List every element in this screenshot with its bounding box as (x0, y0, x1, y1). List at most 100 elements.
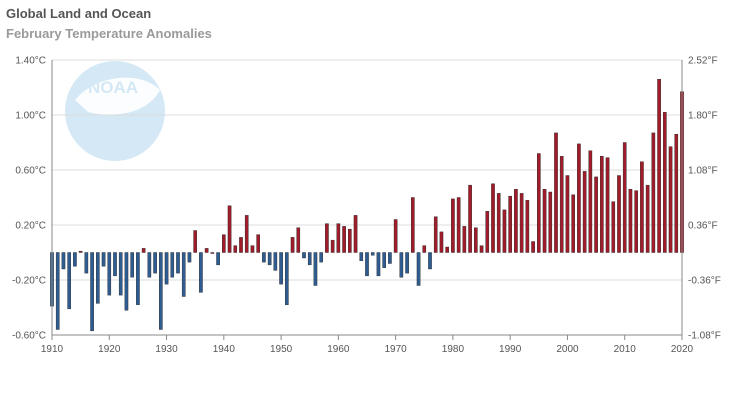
bar (428, 252, 432, 270)
bar (61, 252, 66, 270)
y-tick-label-right: 1.80°F (688, 111, 718, 122)
bar (496, 193, 501, 253)
bar (216, 252, 220, 266)
x-tick-label: 1960 (327, 344, 350, 355)
bar (113, 252, 117, 277)
bar (90, 252, 94, 332)
bar (330, 239, 335, 253)
bar (485, 211, 490, 253)
bar (548, 191, 553, 253)
bar (531, 241, 535, 253)
bar (107, 252, 112, 296)
bar (267, 252, 272, 266)
y-tick-label-left: -0.60°C (12, 331, 46, 342)
bar (336, 223, 341, 253)
bar (348, 228, 352, 253)
axes: -0.60°C -1.08°F -0.20°C -0.36°F 0.20°C 0.36°F… (12, 56, 721, 356)
bar (479, 245, 484, 253)
x-tick-label: 1970 (385, 344, 408, 355)
noaa-logo-text: NOAA (88, 78, 138, 97)
bar (663, 112, 667, 253)
bar (416, 252, 421, 286)
bar (617, 175, 621, 253)
bar (313, 252, 318, 286)
bar (136, 252, 140, 305)
bar (554, 132, 558, 253)
bar (456, 197, 461, 253)
bar (124, 252, 129, 311)
x-tick-label: 2020 (671, 344, 694, 355)
bar (405, 252, 409, 274)
bar (451, 198, 455, 253)
bar (147, 252, 152, 278)
noaa-logo-bird-shape (75, 77, 160, 115)
bar (445, 246, 449, 253)
bar (433, 216, 438, 253)
y-tick-label-left: 0.20°C (15, 221, 46, 232)
bar (101, 252, 106, 267)
bar (571, 194, 575, 253)
bar (376, 252, 381, 277)
bar (542, 189, 547, 253)
bar (594, 176, 598, 253)
y-tick-label-right: 1.08°F (688, 166, 718, 177)
bar (199, 252, 203, 293)
bar (181, 252, 186, 297)
bar (605, 157, 610, 253)
bar (519, 193, 524, 253)
bar (525, 200, 530, 253)
bar (307, 252, 312, 266)
bar (622, 142, 627, 253)
bar (411, 197, 415, 253)
bar (164, 252, 169, 285)
bar (55, 252, 60, 330)
bar (370, 252, 375, 256)
bar (130, 252, 134, 278)
bar (668, 146, 673, 253)
bar (325, 223, 329, 253)
bar (502, 209, 507, 253)
bar (645, 184, 650, 253)
bar (600, 156, 604, 253)
bar (285, 252, 289, 305)
x-tick-label: 1990 (499, 344, 522, 355)
bar (250, 245, 255, 253)
bar (279, 252, 283, 285)
bar (187, 252, 192, 263)
bar (73, 252, 77, 267)
x-tick-label: 1980 (442, 344, 465, 355)
bar (96, 252, 100, 304)
x-tick-label: 1910 (41, 344, 64, 355)
bar (365, 252, 369, 277)
bar (468, 184, 472, 253)
y-tick-label-right: -0.36°F (688, 276, 721, 287)
bar (582, 171, 587, 253)
bar (256, 234, 260, 253)
bar (159, 252, 163, 330)
x-tick-label: 2000 (556, 344, 579, 355)
bar (514, 189, 518, 253)
bar (239, 237, 243, 253)
bar (262, 252, 266, 263)
bar (176, 252, 180, 274)
bar (382, 252, 386, 268)
bar (674, 134, 679, 253)
bar (565, 175, 570, 253)
bar (84, 252, 89, 274)
bar (141, 248, 146, 253)
bar (319, 252, 323, 263)
bar (393, 219, 398, 253)
bar (78, 250, 83, 253)
bar (210, 252, 215, 254)
bar (559, 156, 564, 253)
bar (227, 205, 232, 253)
bar (491, 183, 495, 253)
x-tick-label: 1940 (213, 344, 236, 355)
chart-subtitle: February Temperature Anomalies (6, 26, 212, 41)
bar (118, 252, 123, 296)
bar (204, 248, 209, 253)
bar (588, 150, 593, 253)
bar (153, 252, 157, 274)
